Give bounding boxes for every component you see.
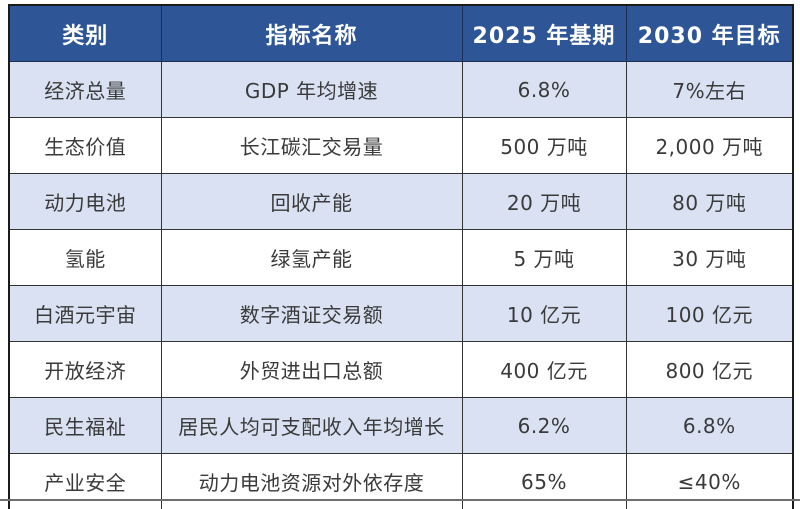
table-row: 氢能 绿氢产能 5 万吨 30 万吨: [8, 229, 794, 286]
header-cell-indicator: 指标名称: [160, 4, 463, 62]
cell-base: 6.2%: [461, 397, 627, 454]
cell-indicator: GDP 年均增速: [160, 61, 463, 118]
cell-indicator: 居民人均可支配收入年均增长: [160, 397, 463, 454]
cell-indicator: 长江碳汇交易量: [160, 117, 463, 174]
cell-category: 民生福祉: [8, 397, 162, 454]
header-cell-base-2025: 2025 年基期: [461, 4, 627, 62]
table-row: 动力电池 回收产能 20 万吨 80 万吨: [8, 173, 794, 230]
cell-base: 6.8%: [461, 61, 627, 118]
cell-base: 5 万吨: [461, 229, 627, 286]
table-row: 民生福祉 居民人均可支配收入年均增长 6.2% 6.8%: [8, 397, 794, 454]
cell-category: 生态价值: [8, 117, 162, 174]
cell-category: 动力电池: [8, 173, 162, 230]
cell-base: 500 万吨: [461, 117, 627, 174]
table-header-row: 类别 指标名称 2025 年基期 2030 年目标: [8, 4, 794, 62]
header-cell-category: 类别: [8, 4, 162, 62]
cell-target: 100 亿元: [625, 285, 794, 342]
cell-category: 经济总量: [8, 61, 162, 118]
table-row: 经济总量 GDP 年均增速 6.8% 7%左右: [8, 61, 794, 118]
cell-category: 白酒元宇宙: [8, 285, 162, 342]
table-row: 生态价值 长江碳汇交易量 500 万吨 2,000 万吨: [8, 117, 794, 174]
cell-target: 6.8%: [625, 397, 794, 454]
cell-category: 开放经济: [8, 341, 162, 398]
cell-base: 20 万吨: [461, 173, 627, 230]
cell-category: 产业安全: [8, 453, 162, 509]
cell-indicator: 回收产能: [160, 173, 463, 230]
table-row: 白酒元宇宙 数字酒证交易额 10 亿元 100 亿元: [8, 285, 794, 342]
cell-target: 2,000 万吨: [625, 117, 794, 174]
cell-target: 7%左右: [625, 61, 794, 118]
cell-target: 30 万吨: [625, 229, 794, 286]
cell-indicator: 外贸进出口总额: [160, 341, 463, 398]
cell-category: 氢能: [8, 229, 162, 286]
cell-indicator: 绿氢产能: [160, 229, 463, 286]
cell-indicator: 数字酒证交易额: [160, 285, 463, 342]
indicators-table: 类别 指标名称 2025 年基期 2030 年目标 经济总量 GDP 年均增速 …: [8, 4, 794, 509]
cell-base: 10 亿元: [461, 285, 627, 342]
bottom-rule: [0, 499, 800, 501]
cell-base: 400 亿元: [461, 341, 627, 398]
cell-target: 80 万吨: [625, 173, 794, 230]
header-cell-target-2030: 2030 年目标: [625, 4, 794, 62]
table-row: 开放经济 外贸进出口总额 400 亿元 800 亿元: [8, 341, 794, 398]
cell-target: 800 亿元: [625, 341, 794, 398]
